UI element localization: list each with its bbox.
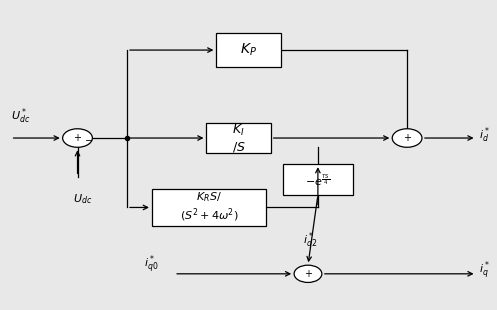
Text: −: − (85, 136, 93, 146)
Text: $K_R S/$
$(S^2+4\omega^2)$: $K_R S/$ $(S^2+4\omega^2)$ (179, 190, 238, 224)
Text: +: + (403, 133, 411, 143)
FancyBboxPatch shape (216, 33, 281, 67)
Text: $i^*_q$: $i^*_q$ (479, 260, 490, 282)
Text: $K_P$: $K_P$ (240, 42, 257, 58)
Text: $K_I$
$/S$: $K_I$ $/S$ (232, 122, 246, 154)
FancyBboxPatch shape (152, 189, 266, 226)
Text: +: + (304, 269, 312, 279)
Circle shape (294, 265, 322, 282)
Text: $U_{dc}$: $U_{dc}$ (73, 192, 92, 206)
Text: $U^*_{dc}$: $U^*_{dc}$ (10, 106, 30, 126)
Text: $i^*_d$: $i^*_d$ (479, 125, 490, 145)
Text: $-e^{\frac{TS}{4}}$: $-e^{\frac{TS}{4}}$ (305, 172, 331, 188)
Circle shape (392, 129, 422, 147)
Text: $i^*_{q2}$: $i^*_{q2}$ (303, 231, 317, 253)
FancyBboxPatch shape (283, 164, 352, 195)
Text: +: + (74, 133, 82, 143)
FancyBboxPatch shape (206, 122, 271, 153)
Text: $i^*_{q0}$: $i^*_{q0}$ (145, 254, 159, 276)
Circle shape (63, 129, 92, 147)
